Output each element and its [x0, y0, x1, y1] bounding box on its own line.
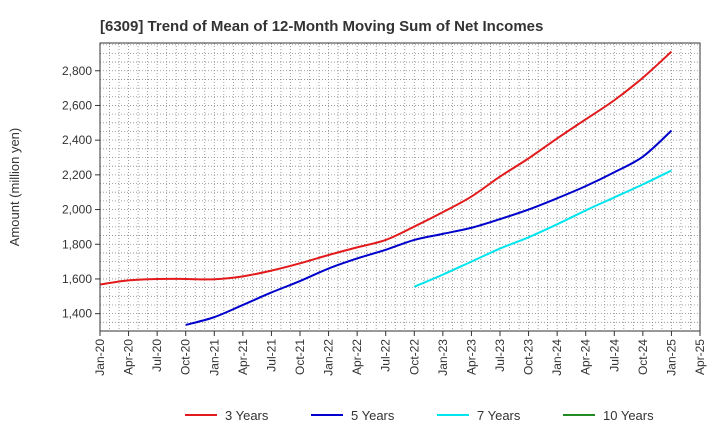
- plot-frame: [99, 42, 701, 332]
- x-tick-label: Jul-21: [264, 339, 278, 372]
- x-tick-label: Jul-22: [379, 339, 393, 372]
- y-tick-label: 1,400: [62, 307, 92, 321]
- x-tick-label: Jan-22: [322, 339, 336, 376]
- x-tick-label: Jan-20: [93, 339, 107, 376]
- x-tick-label: Apr-23: [464, 339, 478, 375]
- legend-label: 3 Years: [225, 408, 269, 423]
- x-tick-label: Jan-25: [664, 339, 678, 376]
- x-tick-label: Apr-24: [579, 339, 593, 375]
- legend-label: 7 Years: [477, 408, 521, 423]
- x-tick-label: Oct-22: [407, 339, 421, 375]
- x-tick-label: Jul-24: [607, 339, 621, 372]
- x-tick-label: Apr-25: [693, 339, 707, 375]
- x-tick-label: Oct-20: [179, 339, 193, 375]
- x-tick-label: Apr-21: [236, 339, 250, 375]
- y-tick-label: 2,800: [62, 64, 92, 78]
- legend: 3 Years 5 Years 7 Years 10 Years: [185, 408, 654, 423]
- y-tick-label: 2,600: [62, 98, 92, 112]
- x-tick-label: Oct-24: [636, 339, 650, 375]
- legend-label: 5 Years: [351, 408, 395, 423]
- series-line-3-years: [99, 50, 673, 286]
- x-tick-label: Jan-23: [436, 339, 450, 376]
- x-tick-label: Jan-21: [207, 339, 221, 376]
- x-tick-label: Jul-20: [150, 339, 164, 372]
- x-tick-label: Apr-22: [350, 339, 364, 375]
- chart-title: [6309] Trend of Mean of 12-Month Moving …: [100, 18, 543, 35]
- series-layer: [99, 50, 673, 326]
- x-axis: Jan-20 Apr-20 Jul-20 Oct-20 Jan-21 Apr-21 Jul-…: [93, 331, 707, 376]
- grid-lines: [100, 43, 700, 331]
- y-tick-label: 1,800: [62, 237, 92, 251]
- y-axis-title: Amount (million yen): [7, 128, 22, 247]
- y-tick-label: 1,600: [62, 272, 92, 286]
- y-tick-label: 2,400: [62, 133, 92, 147]
- series-line-7-years: [413, 169, 672, 288]
- y-axis: 1,400 1,600 1,800 2,000 2,200 2,400 2,600 2,800: [62, 64, 100, 321]
- legend-label: 10 Years: [603, 408, 654, 423]
- y-tick-label: 2,000: [62, 203, 92, 217]
- series-line-5-years: [185, 129, 673, 326]
- x-tick-label: Oct-23: [522, 339, 536, 375]
- x-tick-label: Jan-24: [550, 339, 564, 376]
- x-tick-label: Apr-20: [122, 339, 136, 375]
- x-tick-label: Oct-21: [293, 339, 307, 375]
- plot-area: [100, 43, 700, 331]
- x-tick-label: Jul-23: [493, 339, 507, 372]
- y-tick-label: 2,200: [62, 168, 92, 182]
